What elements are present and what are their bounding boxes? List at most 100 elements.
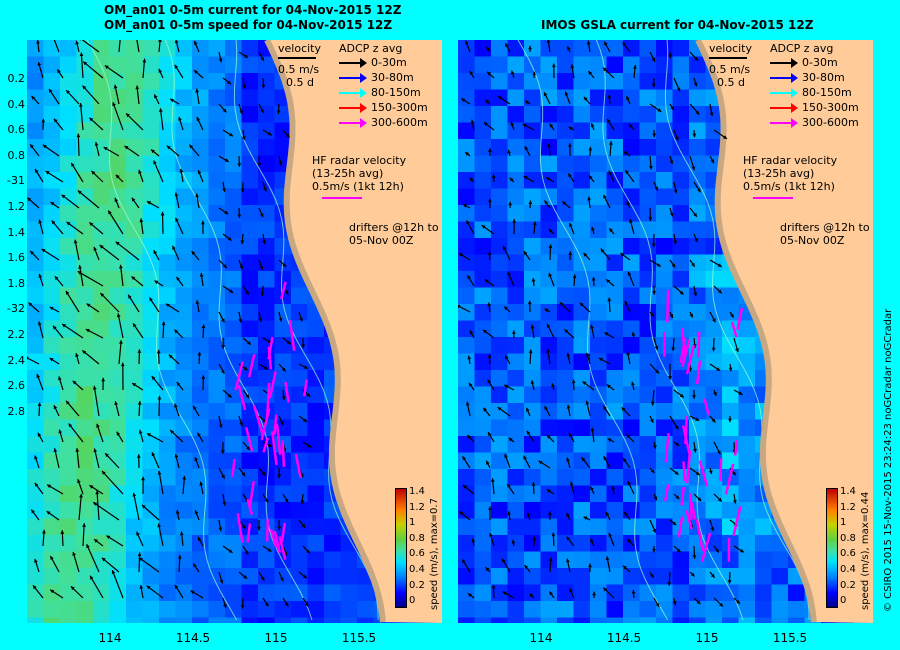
velocity-label: velocity	[709, 42, 752, 55]
speed-cell	[738, 320, 756, 338]
vector-head	[708, 470, 713, 475]
speed-cell	[76, 320, 94, 338]
vector-head	[562, 201, 567, 206]
vector-head	[158, 40, 162, 42]
speed-cell	[340, 617, 358, 623]
speed-cell	[623, 106, 640, 123]
vector-head	[568, 143, 572, 147]
speed-cell	[175, 89, 193, 107]
vector-head	[177, 555, 182, 559]
speed-cell	[623, 370, 640, 387]
speed-cell	[656, 370, 673, 387]
speed-cell	[175, 601, 193, 618]
speed-cell	[623, 73, 640, 90]
speed-cell	[208, 106, 226, 123]
current-vector	[80, 52, 84, 79]
speed-cell	[573, 403, 591, 420]
speed-cell	[27, 436, 44, 453]
speed-cell	[43, 188, 61, 206]
vector-head	[711, 418, 716, 423]
speed-cell	[307, 469, 325, 486]
speed-cell	[738, 568, 756, 585]
vector-head	[489, 533, 493, 537]
speed-cell	[705, 238, 723, 255]
vector-head	[33, 585, 37, 590]
adcp-arrow-icon	[339, 87, 367, 98]
vector-head	[546, 348, 550, 353]
speed-cell	[458, 139, 475, 156]
speed-cell	[93, 386, 110, 404]
x-tick-label: 115.5	[341, 631, 377, 645]
speed-cell	[225, 205, 242, 222]
vector-head	[568, 126, 573, 131]
speed-cell	[109, 386, 127, 404]
vector-head	[546, 435, 551, 439]
speed-cell	[573, 601, 591, 618]
current-vector	[99, 292, 120, 313]
vector-head	[655, 603, 660, 608]
hf-radar-vector	[236, 513, 244, 544]
vector-head	[487, 251, 492, 256]
speed-cell	[93, 601, 110, 618]
vector-head	[631, 332, 636, 336]
speed-cell	[689, 271, 706, 288]
vector-head	[106, 535, 111, 540]
speed-cell	[225, 89, 242, 107]
hf-radar-vector	[695, 519, 704, 552]
hf-radar-vector	[278, 536, 287, 560]
current-vector	[61, 323, 84, 339]
speed-cell	[274, 502, 292, 519]
speed-cell	[507, 155, 525, 173]
speed-cell	[109, 304, 127, 321]
speed-cell	[225, 386, 242, 404]
speed-cell	[524, 122, 541, 140]
vector-head	[485, 567, 490, 572]
speed-cell	[656, 188, 673, 206]
speed-cell	[705, 419, 723, 437]
speed-cell	[93, 56, 110, 74]
speed-cell	[142, 502, 160, 519]
speed-cell	[507, 56, 525, 74]
vector-head	[507, 149, 511, 154]
vector-head	[284, 498, 289, 503]
speed-cell	[507, 73, 525, 90]
speed-cell	[60, 155, 77, 173]
speed-cell	[540, 485, 558, 503]
speed-cell	[458, 518, 475, 536]
vector-head	[72, 380, 77, 385]
speed-cell	[771, 568, 789, 585]
hf-radar-vector	[268, 371, 277, 399]
speed-cell	[705, 436, 723, 453]
vector-head	[89, 485, 94, 489]
vector-head	[38, 273, 43, 278]
speed-cell	[291, 584, 308, 602]
speed-cell	[557, 172, 574, 189]
speed-cell	[192, 56, 209, 74]
speed-cell	[590, 221, 607, 239]
speed-cell	[43, 469, 61, 486]
speed-cell	[524, 386, 541, 404]
speed-cell	[126, 304, 143, 321]
speed-cell	[491, 584, 508, 602]
speed-cell	[76, 551, 94, 569]
vector-head	[656, 263, 661, 267]
hf-radar-vector	[267, 336, 274, 360]
vector-head	[38, 219, 42, 224]
speed-cell	[225, 403, 242, 420]
speed-cell	[175, 584, 193, 602]
vector-head	[77, 190, 82, 195]
speed-cell	[93, 617, 110, 623]
speed-cell	[540, 205, 558, 222]
speed-cell	[540, 386, 558, 404]
adcp-legend-item: 30-80m	[339, 70, 428, 85]
vector-head	[631, 589, 636, 594]
vector-head	[652, 445, 657, 449]
speed-cell	[474, 353, 492, 371]
speed-cell	[208, 386, 226, 404]
speed-cell	[491, 617, 508, 623]
speed-cell	[458, 419, 475, 437]
current-vector	[68, 423, 84, 443]
speed-cell	[274, 238, 292, 255]
speed-cell	[474, 403, 492, 420]
speed-cell	[540, 304, 558, 321]
